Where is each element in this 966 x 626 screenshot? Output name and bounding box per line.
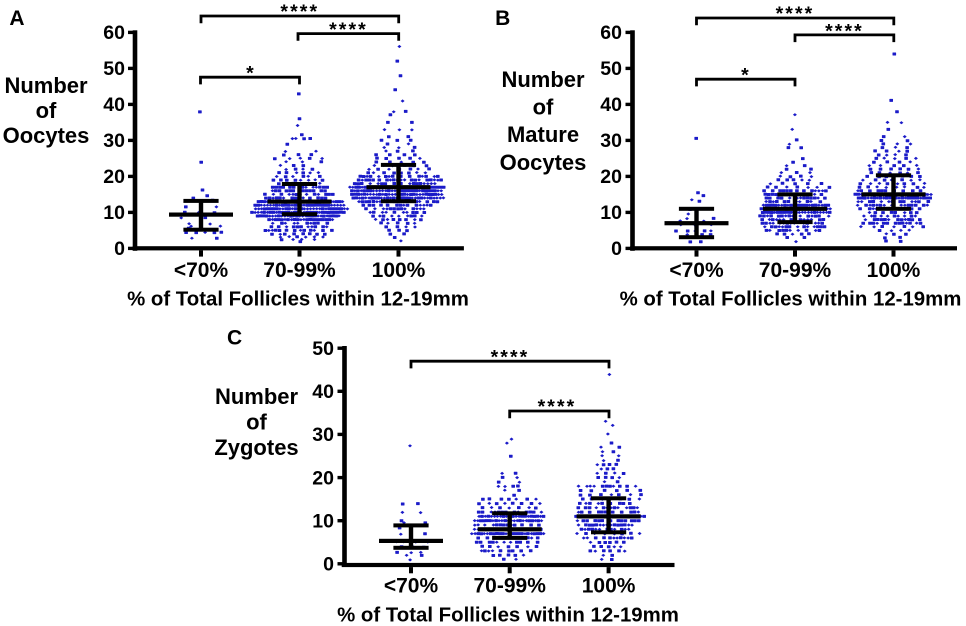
svg-text:30: 30 [312,424,334,446]
svg-text:10: 10 [312,510,334,532]
svg-text:Zygotes: Zygotes [214,435,298,460]
svg-text:0: 0 [611,238,622,260]
svg-text:% of Total Follicles within 12: % of Total Follicles within 12-19mm [620,288,962,310]
svg-text:0: 0 [323,554,334,576]
svg-text:<70%: <70% [669,259,724,282]
svg-text:Oocytes: Oocytes [500,150,587,175]
svg-text:Number: Number [501,67,585,92]
svg-text:70-99%: 70-99% [474,574,547,597]
svg-text:****: **** [825,21,864,43]
svg-text:C: C [227,327,242,350]
svg-text:B: B [495,7,510,30]
svg-text:****: **** [280,1,319,23]
svg-text:40: 40 [600,94,622,116]
svg-text:70-99%: 70-99% [263,259,336,282]
svg-text:****: **** [491,346,530,368]
svg-text:of: of [246,410,267,435]
svg-text:A: A [9,7,24,30]
svg-text:*: * [741,64,751,86]
svg-text:10: 10 [600,202,622,224]
svg-text:20: 20 [600,166,622,188]
svg-text:Oocytes: Oocytes [3,123,90,148]
svg-text:Number: Number [4,73,88,98]
svg-text:100%: 100% [372,259,426,282]
svg-text:*: * [246,62,256,84]
svg-text:20: 20 [103,166,125,188]
svg-text:% of Total Follicles within 12: % of Total Follicles within 12-19mm [127,288,469,310]
svg-text:% of Total Follicles within 12: % of Total Follicles within 12-19mm [337,605,679,626]
svg-text:Mature: Mature [507,122,579,147]
svg-text:20: 20 [312,467,334,489]
svg-text:40: 40 [103,94,125,116]
svg-text:of: of [533,95,554,120]
svg-text:50: 50 [103,58,125,80]
svg-text:10: 10 [103,202,125,224]
svg-text:60: 60 [103,22,125,44]
svg-text:50: 50 [600,58,622,80]
svg-text:70-99%: 70-99% [759,259,832,282]
svg-text:****: **** [538,396,577,418]
svg-text:100%: 100% [582,574,636,597]
svg-text:Number: Number [215,384,299,409]
svg-text:40: 40 [312,381,334,403]
svg-text:of: of [36,98,57,123]
svg-text:****: **** [329,19,368,41]
svg-text:0: 0 [114,238,125,260]
svg-text:30: 30 [600,130,622,152]
svg-text:<70%: <70% [174,259,229,282]
svg-text:30: 30 [103,130,125,152]
svg-text:100%: 100% [867,259,921,282]
svg-text:****: **** [776,3,815,25]
svg-text:<70%: <70% [384,574,439,597]
svg-text:50: 50 [312,338,334,360]
svg-text:60: 60 [600,22,622,44]
